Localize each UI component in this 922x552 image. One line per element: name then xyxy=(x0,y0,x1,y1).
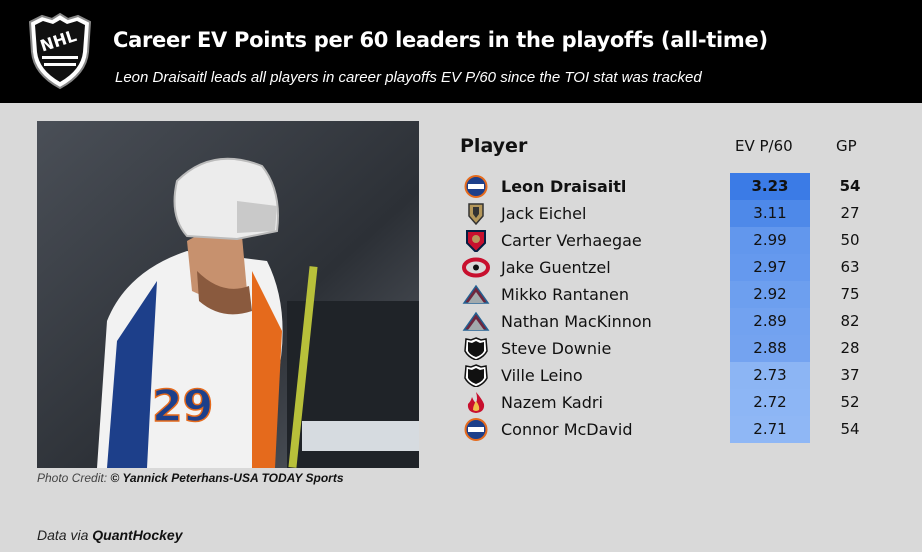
avalanche-logo-icon xyxy=(462,284,490,304)
column-header-player: Player xyxy=(460,135,528,157)
ev-p60-bar xyxy=(730,362,810,389)
player-name: Ville Leino xyxy=(501,366,583,385)
player-photo: 29 xyxy=(37,121,419,468)
chart-title: Career EV Points per 60 leaders in the p… xyxy=(113,28,768,52)
ev-p60-bar xyxy=(730,416,810,443)
ev-p60-bar xyxy=(730,173,810,200)
flames-logo-icon xyxy=(467,392,485,413)
player-name: Mikko Rantanen xyxy=(501,285,629,304)
games-played-value: 54 xyxy=(840,420,860,438)
games-played-value: 63 xyxy=(840,258,860,276)
ev-p60-value: 2.92 xyxy=(753,285,787,303)
games-played-value: 54 xyxy=(839,177,861,195)
player-celebration-photo-icon: 29 xyxy=(37,121,419,468)
ev-p60-bar xyxy=(730,227,810,254)
table-row: Nathan MacKinnon 2.89 82 xyxy=(460,308,880,335)
ev-p60-bar xyxy=(730,335,810,362)
player-name: Jack Eichel xyxy=(501,204,587,223)
ev-p60-bar xyxy=(730,200,810,227)
data-source-label: Data via xyxy=(37,527,89,543)
header-banner: NHL Career EV Points per 60 leaders in t… xyxy=(0,0,922,103)
table-row: Steve Downie 2.88 28 xyxy=(460,335,880,362)
ev-p60-bar xyxy=(730,308,810,335)
table-row: Carter Verhaegae 2.99 50 xyxy=(460,227,880,254)
ev-p60-value: 2.89 xyxy=(753,312,787,330)
ev-p60-value: 2.73 xyxy=(753,366,787,384)
ev-p60-bar xyxy=(730,254,810,281)
games-played-value: 37 xyxy=(840,366,860,384)
oilers-logo-icon xyxy=(464,175,488,198)
nhl-logo-icon xyxy=(464,337,488,360)
games-played-value: 82 xyxy=(840,312,860,330)
games-played-value: 27 xyxy=(840,204,860,222)
table-row: Connor McDavid 2.71 54 xyxy=(460,416,880,443)
player-name: Leon Draisaitl xyxy=(501,177,627,196)
ev-p60-value: 2.88 xyxy=(753,339,787,357)
player-name: Carter Verhaegae xyxy=(501,231,642,250)
photo-credit: Photo Credit: © Yannick Peterhans-USA TO… xyxy=(37,471,344,485)
data-source: Data via QuantHockey xyxy=(37,527,183,543)
golden-knights-logo-icon xyxy=(468,203,484,225)
table-row: Leon Draisaitl 3.23 54 xyxy=(460,173,880,200)
table-row: Jack Eichel 3.11 27 xyxy=(460,200,880,227)
ev-p60-value: 2.97 xyxy=(753,258,787,276)
player-name: Steve Downie xyxy=(501,339,612,358)
data-source-value: QuantHockey xyxy=(92,527,183,543)
games-played-value: 50 xyxy=(840,231,860,249)
games-played-value: 75 xyxy=(840,285,860,303)
panthers-logo-icon xyxy=(466,230,486,252)
ev-p60-bar xyxy=(730,389,810,416)
nhl-logo-icon xyxy=(464,364,488,387)
ev-p60-bar xyxy=(730,281,810,308)
table-row: Jake Guentzel 2.97 63 xyxy=(460,254,880,281)
hurricanes-logo-icon xyxy=(462,257,490,278)
table-row: Ville Leino 2.73 37 xyxy=(460,362,880,389)
nhl-shield-logo-icon: NHL xyxy=(28,12,92,90)
oilers-logo-icon xyxy=(464,418,488,441)
games-played-value: 52 xyxy=(840,393,860,411)
player-name: Nathan MacKinnon xyxy=(501,312,652,331)
table-row: Mikko Rantanen 2.92 75 xyxy=(460,281,880,308)
avalanche-logo-icon xyxy=(462,311,490,331)
ev-p60-value: 3.23 xyxy=(751,177,789,195)
column-header-ev-p60: EV P/60 xyxy=(735,137,793,155)
ev-p60-value: 2.99 xyxy=(753,231,787,249)
photo-credit-label: Photo Credit: xyxy=(37,471,108,485)
ev-p60-value: 3.11 xyxy=(753,204,787,222)
photo-credit-value: © Yannick Peterhans-USA TODAY Sports xyxy=(110,471,344,485)
player-name: Connor McDavid xyxy=(501,420,633,439)
chart-subtitle: Leon Draisaitl leads all players in care… xyxy=(115,69,702,86)
column-header-gp: GP xyxy=(836,137,857,155)
ev-p60-value: 2.72 xyxy=(753,393,787,411)
ev-p60-value: 2.71 xyxy=(753,420,787,438)
jersey-number: 29 xyxy=(152,381,213,432)
leaderboard-table: Leon Draisaitl 3.23 54 Jack Eichel 3.11 27 Car… xyxy=(460,173,880,443)
player-name: Nazem Kadri xyxy=(501,393,603,412)
player-name: Jake Guentzel xyxy=(501,258,611,277)
games-played-value: 28 xyxy=(840,339,860,357)
table-row: Nazem Kadri 2.72 52 xyxy=(460,389,880,416)
